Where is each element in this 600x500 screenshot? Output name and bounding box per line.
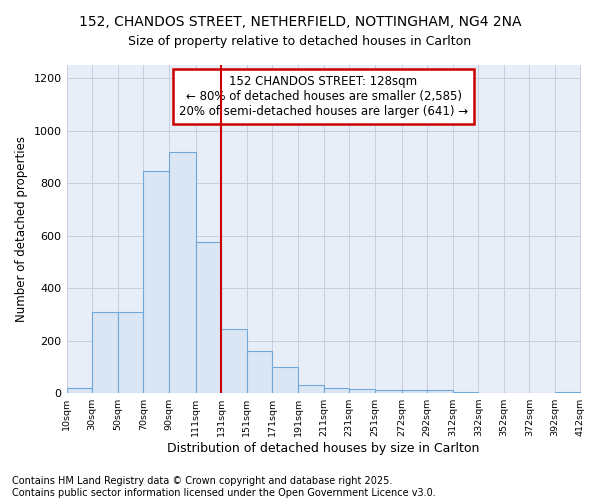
Bar (221, 329, 247, 393)
Text: 152, CHANDOS STREET, NETHERFIELD, NOTTINGHAM, NG4 2NA: 152, CHANDOS STREET, NETHERFIELD, NOTTIN… (79, 15, 521, 29)
Bar (169, 152, 196, 393)
Bar (349, 389, 374, 393)
Bar (247, 351, 272, 393)
Bar (67, 388, 92, 393)
Bar (118, 312, 143, 393)
Text: Size of property relative to detached houses in Carlton: Size of property relative to detached ho… (128, 35, 472, 48)
Y-axis label: Number of detached properties: Number of detached properties (15, 136, 28, 322)
Bar (452, 392, 478, 393)
Bar (272, 367, 298, 393)
Bar (92, 312, 118, 393)
Bar (401, 390, 427, 393)
Bar (374, 390, 401, 393)
Bar (298, 385, 323, 393)
Bar (196, 242, 221, 393)
Bar (323, 388, 349, 393)
X-axis label: Distribution of detached houses by size in Carlton: Distribution of detached houses by size … (167, 442, 480, 455)
Text: Contains HM Land Registry data © Crown copyright and database right 2025.
Contai: Contains HM Land Registry data © Crown c… (12, 476, 436, 498)
Text: 152 CHANDOS STREET: 128sqm
← 80% of detached houses are smaller (2,585)
20% of s: 152 CHANDOS STREET: 128sqm ← 80% of deta… (179, 75, 468, 118)
Bar (555, 392, 580, 393)
Bar (427, 390, 452, 393)
Bar (143, 172, 169, 393)
